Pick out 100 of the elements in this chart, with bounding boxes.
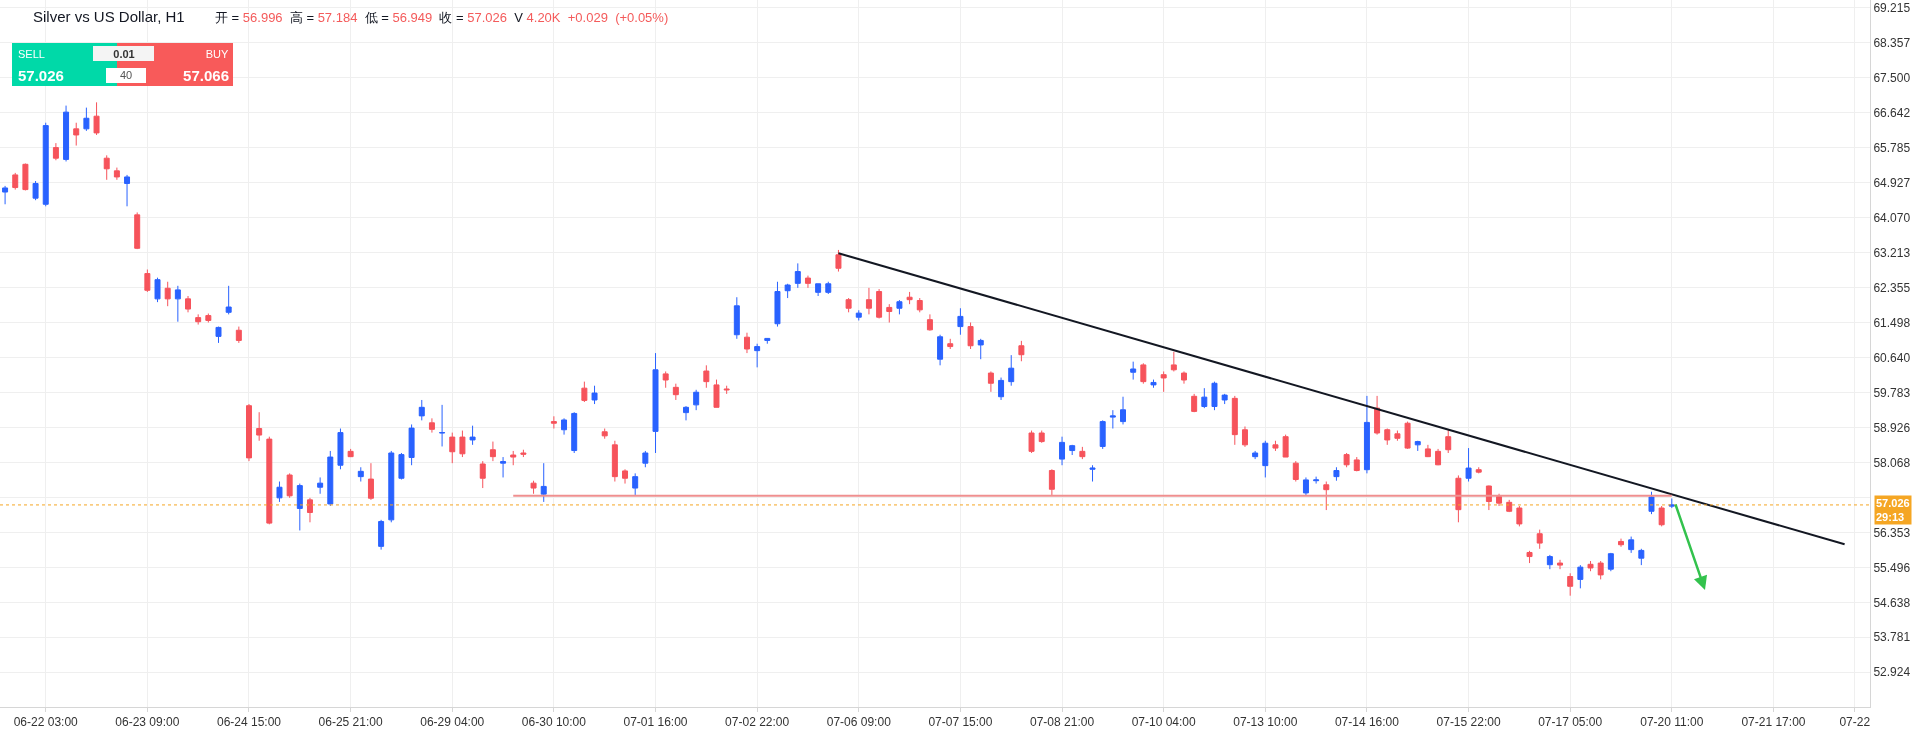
- candlestick: [1424, 444, 1431, 458]
- candlestick: [63, 105, 70, 162]
- candlestick: [743, 332, 750, 354]
- candlestick: [825, 281, 832, 295]
- candlestick: [1313, 476, 1320, 485]
- candlestick: [1282, 434, 1289, 458]
- candlestick: [581, 381, 588, 403]
- candlestick: [1465, 447, 1472, 483]
- candlestick: [428, 417, 435, 434]
- x-tick-label: 07-08 21:00: [1030, 715, 1095, 730]
- candlestick: [1384, 428, 1391, 446]
- candlestick: [1333, 466, 1340, 482]
- candlestick: [926, 313, 933, 332]
- candlestick: [1475, 466, 1482, 474]
- candlestick: [235, 326, 242, 344]
- candlestick: [1404, 421, 1411, 450]
- candlestick: [1160, 370, 1167, 393]
- candlestick: [408, 423, 415, 466]
- candlestick: [500, 456, 507, 478]
- annotation: 57.026: [467, 10, 508, 25]
- candlestick: [774, 281, 781, 328]
- candlestick: [977, 338, 984, 360]
- y-tick-label: 58.926: [1873, 420, 1911, 435]
- candlestick: [215, 326, 222, 344]
- candlestick: [947, 338, 954, 350]
- candlestick: [1302, 476, 1309, 497]
- candlestick: [1658, 505, 1665, 527]
- candlestick: [1292, 460, 1299, 483]
- x-tick-label: 07-01 16:00: [623, 715, 688, 730]
- candlestick: [388, 450, 395, 523]
- candlestick: [703, 364, 710, 389]
- candlestick: [459, 430, 466, 458]
- annotation: 0.01: [113, 48, 135, 60]
- annotation: BUY: [205, 48, 229, 60]
- y-tick-label: 59.783: [1873, 385, 1911, 400]
- candlestick: [1221, 393, 1228, 405]
- candlestick: [611, 440, 618, 483]
- candlestick: [134, 211, 141, 250]
- candlestick: [103, 154, 110, 181]
- candlestick: [378, 519, 385, 551]
- y-tick-label: 60.640: [1873, 350, 1911, 365]
- candlestick: [1587, 560, 1594, 572]
- x-tick-label: 07-14 16:00: [1334, 715, 1400, 730]
- candlestick: [1008, 354, 1015, 387]
- candlestick: [1109, 409, 1116, 430]
- candlestick: [540, 462, 547, 503]
- candlestick: [561, 417, 568, 436]
- candlestick: [1648, 491, 1655, 515]
- candlestick: [510, 450, 517, 466]
- candlestick: [1130, 361, 1137, 381]
- x-tick-label: 07-13 10:00: [1233, 715, 1298, 730]
- candlestick: [1181, 370, 1187, 385]
- candlestick: [723, 385, 730, 395]
- candlestick: [489, 441, 496, 462]
- candlestick: [1394, 430, 1401, 442]
- candlestick: [1272, 440, 1279, 452]
- candlestick: [1516, 505, 1523, 527]
- candlestick: [1363, 395, 1370, 474]
- candlestick: [225, 285, 232, 315]
- candlestick: [957, 307, 964, 336]
- candlestick: [1445, 429, 1452, 454]
- candlestick: [642, 450, 649, 468]
- candlestick: [652, 352, 659, 454]
- candlestick: [357, 466, 364, 483]
- y-tick-label: 68.357: [1873, 36, 1911, 51]
- candlestick: [520, 449, 527, 458]
- candlestick: [591, 385, 598, 405]
- y-tick-label: 54.638: [1873, 595, 1911, 610]
- annotation: SELL: [18, 48, 45, 60]
- candlestick: [530, 480, 537, 495]
- candlestick: [306, 497, 313, 523]
- candlestick: [12, 172, 19, 191]
- candlestick: [1150, 379, 1157, 389]
- candlestick: [1323, 481, 1330, 511]
- candlestick: [1557, 559, 1564, 570]
- candlestick: [876, 288, 883, 319]
- candlestick: [1069, 444, 1076, 456]
- candlestick: [764, 337, 771, 345]
- candlestick: [246, 403, 252, 462]
- candlestick: [987, 370, 994, 393]
- candlestick: [337, 428, 344, 470]
- x-tick-label: 07-15 22:00: [1436, 715, 1501, 730]
- candlestick: [916, 297, 923, 313]
- candlestick: [601, 428, 608, 440]
- candlestick: [845, 297, 852, 313]
- candlestick: [32, 180, 39, 201]
- candlestick: [1546, 554, 1553, 570]
- candlestick: [73, 122, 80, 147]
- x-tick-label: 06-25 21:00: [318, 715, 383, 730]
- x-tick-label: 06-30 10:00: [521, 715, 587, 730]
- candlestick: [439, 404, 446, 447]
- candlestick: [164, 281, 171, 307]
- candlestick: [2, 185, 9, 205]
- candlestick: [550, 415, 557, 430]
- candlestick: [276, 481, 283, 503]
- candlestick: [1607, 552, 1614, 572]
- candlestick: [1628, 536, 1635, 554]
- candlestick: [1526, 550, 1533, 564]
- y-tick-label: 55.496: [1873, 560, 1911, 575]
- candlestick: [1618, 538, 1624, 548]
